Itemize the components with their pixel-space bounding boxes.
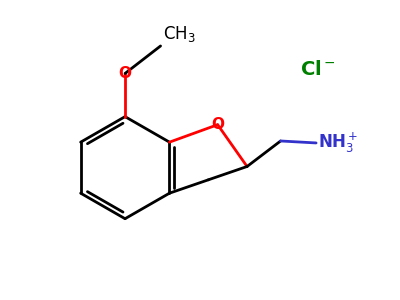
Text: CH$_3$: CH$_3$: [162, 24, 195, 44]
Text: O: O: [211, 117, 224, 132]
Text: O: O: [118, 66, 132, 81]
Text: NH$_3^+$: NH$_3^+$: [318, 131, 358, 155]
Text: Cl$^-$: Cl$^-$: [300, 60, 336, 79]
